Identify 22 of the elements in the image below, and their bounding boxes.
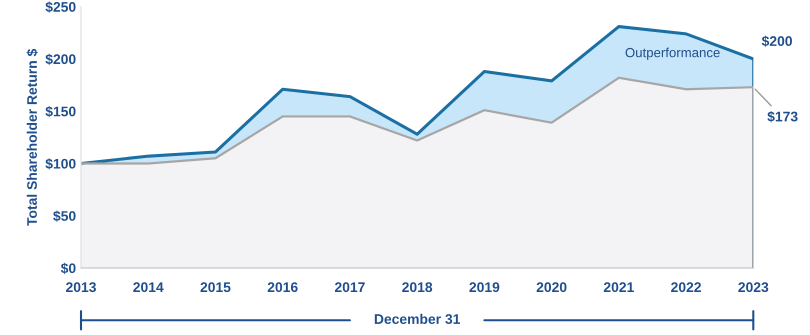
y-axis-title: Total Shareholder Return $ <box>26 48 38 226</box>
y-tick-label: $150 <box>45 106 76 118</box>
x-tick-label: 2016 <box>268 282 298 292</box>
x-tick-label: 2017 <box>334 282 365 292</box>
x-tick-label: 2020 <box>536 282 566 292</box>
x-tick-label: 2015 <box>200 282 231 292</box>
x-axis-title: December 31 <box>374 314 460 324</box>
x-tick-label: 2021 <box>604 282 634 292</box>
x-tick-label: 2019 <box>469 282 500 292</box>
x-tick-label: 2018 <box>402 282 432 292</box>
annotation: $173 <box>767 111 798 122</box>
x-tick-label: 2022 <box>671 282 701 292</box>
x-tick-label: 2014 <box>133 282 164 292</box>
y-tick-label: $250 <box>45 1 76 13</box>
y-tick-label: $50 <box>53 210 76 222</box>
y-tick-label: $0 <box>60 262 76 274</box>
y-tick-label: $200 <box>45 54 76 66</box>
x-tick-label: 2013 <box>66 282 96 292</box>
x-tick-label: 2023 <box>738 282 768 292</box>
y-tick-label: $100 <box>45 158 76 170</box>
annotation: Outperformance <box>626 48 720 60</box>
annotation: $200 <box>762 36 792 47</box>
